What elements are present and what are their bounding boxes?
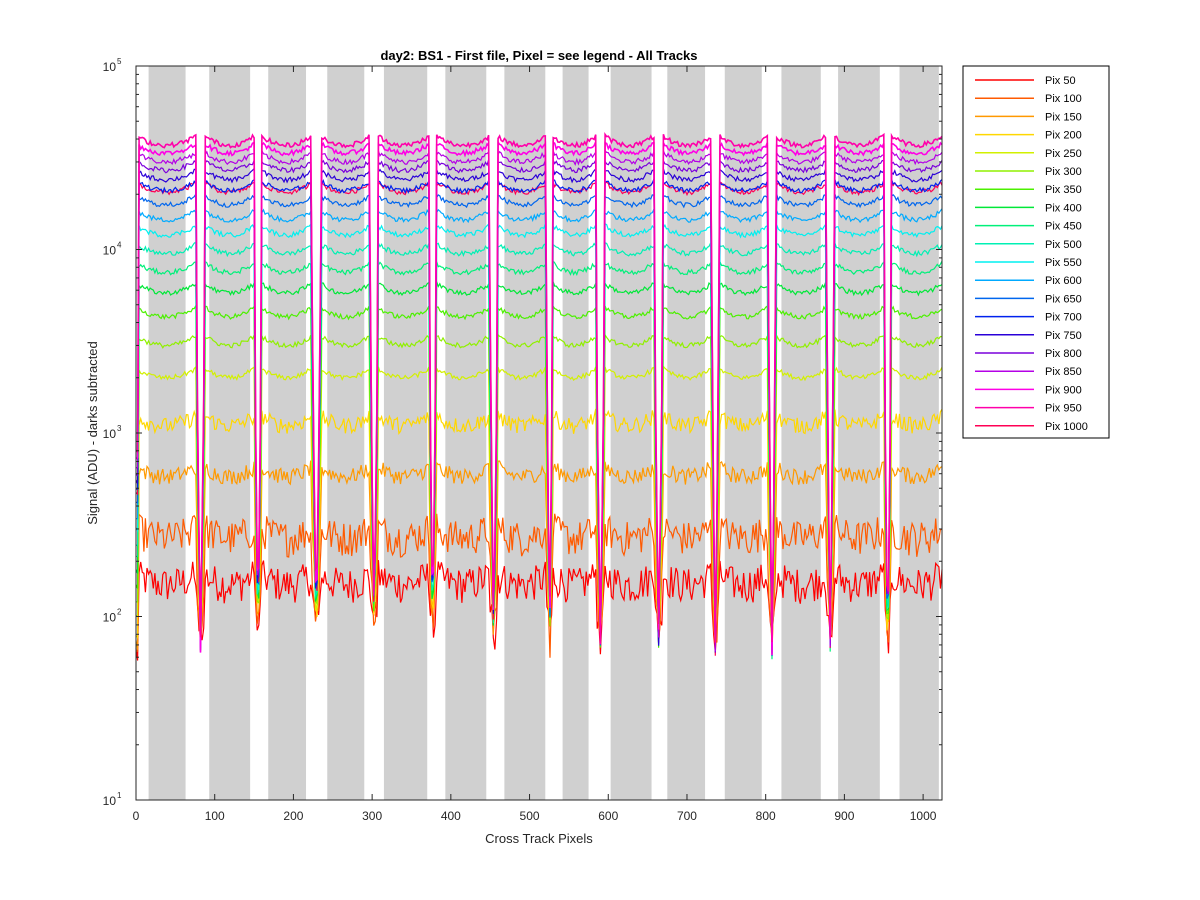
x-tick-label: 500 [520, 809, 540, 823]
x-tick-label: 100 [205, 809, 225, 823]
series-line-pix-700 [135, 178, 943, 656]
legend-box [962, 65, 1110, 439]
plot-area: 0 100 200 300 400 500 600 700 800 900 1000 10 110 21… [103, 57, 943, 823]
series-line-pix-800 [135, 158, 943, 653]
series-line-pix-200 [135, 408, 943, 652]
legend-label: Pix 200 [1045, 130, 1082, 142]
series-line-pix-850 [135, 149, 943, 652]
legend-label: Pix 150 [1045, 111, 1082, 123]
shaded-band [667, 66, 706, 800]
series-line-pix-450 [135, 259, 943, 660]
series-line-pix-250 [135, 364, 943, 656]
legend-label: Pix 700 [1045, 312, 1082, 324]
series-line-pix-750 [135, 167, 943, 654]
shaded-band [562, 66, 589, 800]
x-tick-label: 400 [441, 809, 461, 823]
shaded-band [383, 66, 428, 800]
y-tick-exponent: 4 [117, 241, 122, 250]
x-axis-label: Cross Track Pixels [485, 831, 593, 846]
x-tick-label: 0 [133, 809, 140, 823]
y-tick-label: 10 [103, 244, 117, 258]
y-axis-label: Signal (ADU) - darks subtracted [85, 341, 100, 525]
legend-label: Pix 600 [1045, 275, 1082, 287]
y-tick-label: 10 [103, 427, 117, 441]
series-line-pix-150 [135, 460, 943, 653]
legend: Pix 50 Pix 100 Pix 150 Pix 200 Pix 250 Pix 30… [962, 65, 1110, 439]
series-line-pix-950 [135, 131, 943, 645]
legend-label: Pix 750 [1045, 330, 1082, 342]
shaded-band [148, 66, 186, 800]
legend-label: Pix 550 [1045, 257, 1082, 269]
legend-label: Pix 850 [1045, 366, 1082, 378]
shaded-band [445, 66, 487, 800]
legend-label: Pix 800 [1045, 348, 1082, 360]
series-line-pix-650 [135, 192, 943, 648]
series-line-pix-500 [135, 241, 943, 649]
legend-label: Pix 100 [1045, 93, 1082, 105]
y-tick-exponent: 5 [117, 57, 122, 66]
x-tick-label: 800 [756, 809, 776, 823]
legend-label: Pix 50 [1045, 75, 1076, 87]
y-tick-label: 10 [103, 794, 117, 808]
x-tick-label: 1000 [910, 809, 937, 823]
legend-label: Pix 300 [1045, 166, 1082, 178]
x-tick-label: 900 [834, 809, 854, 823]
series-line-pix-100 [135, 513, 943, 658]
x-tick-label: 200 [283, 809, 303, 823]
y-tick-exponent: 2 [117, 608, 122, 617]
legend-label: Pix 950 [1045, 403, 1082, 415]
series-line-pix-350 [135, 304, 943, 653]
legend-label: Pix 650 [1045, 293, 1082, 305]
legend-label: Pix 900 [1045, 384, 1082, 396]
y-tick-exponent: 3 [117, 424, 122, 433]
x-tick-label: 300 [362, 809, 382, 823]
x-axis-ticks: 0 100 200 300 400 500 600 700 800 900 1000 [133, 66, 937, 823]
legend-items: Pix 50 Pix 100 Pix 150 Pix 200 Pix 250 Pix 30… [975, 75, 1088, 433]
y-tick-label: 10 [103, 60, 117, 74]
series-line-pix-550 [135, 222, 943, 649]
series-line-pix-900 [135, 139, 943, 656]
series-line-pix-600 [135, 208, 943, 652]
shaded-band [610, 66, 652, 800]
legend-label: Pix 400 [1045, 202, 1082, 214]
series-line-pix-1000 [135, 179, 943, 656]
legend-label: Pix 1000 [1045, 421, 1088, 433]
legend-label: Pix 500 [1045, 239, 1082, 251]
series-line-pix-50 [135, 560, 943, 661]
y-tick-exponent: 1 [117, 791, 122, 800]
series-line-pix-400 [135, 281, 943, 654]
series-lines [135, 131, 943, 661]
x-tick-label: 600 [598, 809, 618, 823]
legend-label: Pix 250 [1045, 148, 1082, 160]
legend-label: Pix 350 [1045, 184, 1082, 196]
chart-title: day2: BS1 - First file, Pixel = see lege… [380, 48, 697, 63]
legend-label: Pix 450 [1045, 221, 1082, 233]
y-tick-label: 10 [103, 611, 117, 625]
shaded-band [899, 66, 939, 800]
x-tick-label: 700 [677, 809, 697, 823]
series-line-pix-300 [135, 332, 943, 654]
